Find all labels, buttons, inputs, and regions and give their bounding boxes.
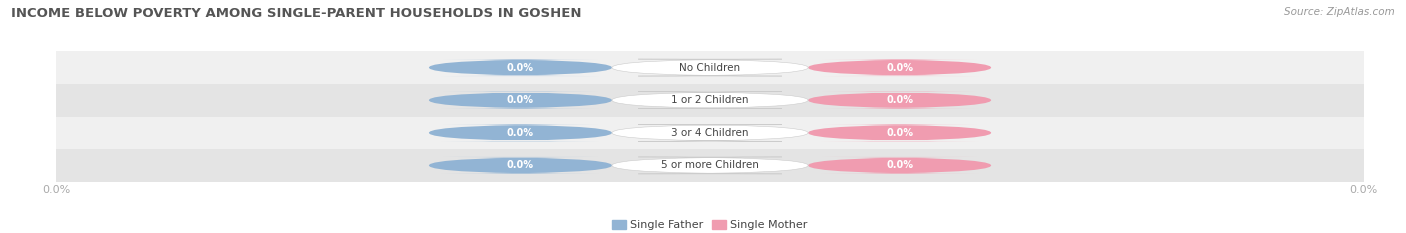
Bar: [56, 51, 1364, 84]
Legend: Single Father, Single Mother: Single Father, Single Mother: [607, 216, 813, 233]
Text: 0.0%: 0.0%: [508, 95, 534, 105]
FancyBboxPatch shape: [429, 124, 612, 141]
Text: Source: ZipAtlas.com: Source: ZipAtlas.com: [1284, 7, 1395, 17]
FancyBboxPatch shape: [612, 124, 808, 141]
Text: 0.0%: 0.0%: [886, 161, 912, 170]
Text: 0.0%: 0.0%: [886, 128, 912, 138]
FancyBboxPatch shape: [808, 92, 991, 109]
FancyBboxPatch shape: [808, 59, 991, 76]
Text: 0.0%: 0.0%: [508, 63, 534, 72]
Bar: [56, 149, 1364, 182]
Text: No Children: No Children: [679, 63, 741, 72]
FancyBboxPatch shape: [808, 157, 991, 174]
Text: 0.0%: 0.0%: [886, 95, 912, 105]
FancyBboxPatch shape: [612, 92, 808, 109]
Text: 0.0%: 0.0%: [508, 161, 534, 170]
Bar: [56, 116, 1364, 149]
FancyBboxPatch shape: [429, 59, 612, 76]
Text: 5 or more Children: 5 or more Children: [661, 161, 759, 170]
FancyBboxPatch shape: [429, 157, 612, 174]
FancyBboxPatch shape: [612, 59, 808, 76]
Text: 0.0%: 0.0%: [886, 63, 912, 72]
Bar: [56, 84, 1364, 116]
Text: 0.0%: 0.0%: [508, 128, 534, 138]
FancyBboxPatch shape: [808, 124, 991, 141]
Text: INCOME BELOW POVERTY AMONG SINGLE-PARENT HOUSEHOLDS IN GOSHEN: INCOME BELOW POVERTY AMONG SINGLE-PARENT…: [11, 7, 582, 20]
Text: 1 or 2 Children: 1 or 2 Children: [671, 95, 749, 105]
FancyBboxPatch shape: [429, 92, 612, 109]
FancyBboxPatch shape: [612, 157, 808, 174]
Text: 3 or 4 Children: 3 or 4 Children: [671, 128, 749, 138]
